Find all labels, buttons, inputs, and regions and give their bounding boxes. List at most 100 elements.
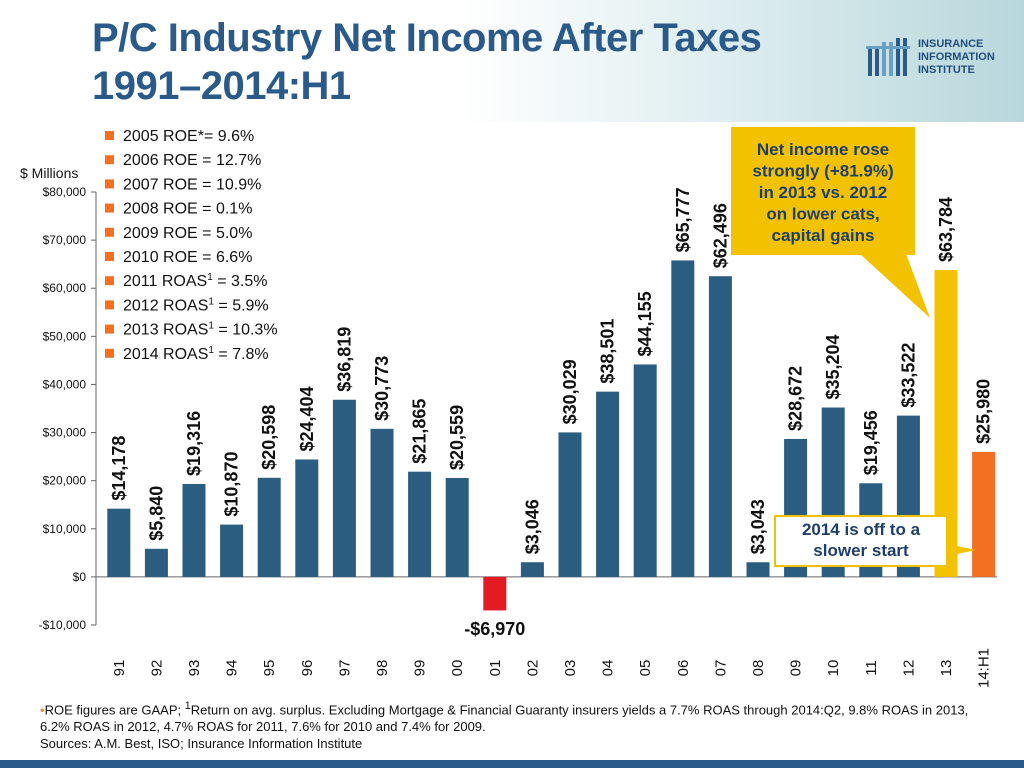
title-line-1: P/C Industry Net Income After Taxes [92, 16, 762, 60]
x-tick-label: 12 [900, 660, 917, 677]
y-tick-label: $70,000 [43, 233, 87, 247]
data-label-93: $19,316 [184, 411, 204, 476]
x-tick-label: 10 [825, 660, 842, 677]
x-tick-label: 99 [412, 660, 429, 677]
x-tick-label: 98 [374, 660, 391, 677]
callout-text-line: capital gains [772, 226, 875, 245]
footnote: •ROE figures are GAAP; 1Return on avg. s… [40, 698, 1000, 735]
data-label-03: $30,029 [560, 359, 580, 424]
bar-97 [332, 399, 356, 577]
title-line-2: 1991–2014:H1 [92, 64, 351, 108]
data-label-12: $33,522 [898, 343, 918, 408]
x-tick-label: 14:H1 [976, 648, 993, 688]
legend-entry: 2005 ROE*= 9.6% [123, 128, 254, 145]
callout-text-line: slower start [813, 541, 909, 560]
bottom-band [0, 760, 1024, 768]
y-tick-label: $0 [73, 570, 87, 584]
x-tick-label: 93 [186, 660, 203, 677]
data-label-02: $3,046 [522, 499, 542, 554]
bar-03 [558, 432, 582, 577]
bar-93 [182, 483, 206, 577]
bar-99 [408, 471, 432, 577]
x-tick-label: 94 [224, 660, 241, 677]
legend-marker [105, 324, 114, 334]
y-tick-label: -$10,000 [39, 618, 87, 632]
y-tick-label: $50,000 [43, 329, 87, 343]
legend-marker [105, 227, 114, 237]
data-label-98: $30,773 [372, 356, 392, 421]
y-axis-title: $ Millions [20, 165, 78, 181]
legend-marker [105, 131, 114, 140]
logo-bars-icon [866, 38, 910, 76]
footnote-bullet: • [40, 702, 45, 718]
data-label-97: $36,819 [334, 327, 354, 392]
data-label-13: $63,784 [936, 197, 956, 262]
bar-13 [934, 270, 958, 577]
x-tick-label: 09 [788, 660, 805, 677]
y-tick-label: $10,000 [43, 522, 87, 536]
net-income-chart: $ Millions $80,000 $70,000 $60,000 $50,000 $4… [20, 127, 997, 688]
legend-entry: 2009 ROE = 5.0% [123, 225, 252, 242]
data-label-00: $20,559 [447, 405, 467, 470]
x-tick-label: 06 [675, 660, 692, 677]
data-label-07: $62,496 [710, 203, 730, 268]
callout-text-line: in 2013 vs. 2012 [759, 183, 888, 202]
callout-text-line: on lower cats, [766, 205, 879, 224]
x-tick-label: 11 [863, 660, 880, 676]
bar-14:H1 [972, 451, 996, 577]
x-tick-label: 01 [487, 660, 504, 677]
data-label-92: $5,840 [146, 486, 166, 541]
x-tick-label: 02 [524, 660, 541, 677]
data-label-95: $20,598 [259, 405, 279, 470]
legend-entry: 2012 ROAS1 = 5.9% [123, 296, 269, 314]
legend-entry: 2007 ROE = 10.9% [123, 176, 261, 193]
bar-95 [257, 477, 281, 577]
x-tick-label: 91 [111, 660, 128, 677]
page-title: P/C Industry Net Income After Taxes 1991… [92, 14, 762, 110]
data-label-14:H1: $25,980 [974, 379, 994, 444]
data-label-96: $24,404 [297, 386, 317, 451]
data-label-01: -$6,970 [464, 619, 525, 639]
x-tick-label: 96 [299, 660, 316, 677]
bar-06 [671, 260, 695, 577]
sources-note: Sources: A.M. Best, ISO; Insurance Infor… [40, 736, 363, 751]
callout-text-line: 2014 is off to a [802, 520, 921, 539]
callout-pointer [860, 254, 930, 318]
data-label-10: $35,204 [823, 334, 843, 399]
y-tick-label: $20,000 [43, 474, 87, 488]
footnote-part2: Return on avg. surplus. Excluding Mortga… [40, 702, 969, 735]
legend-marker [105, 252, 114, 261]
callout-box-2014 [774, 515, 948, 567]
legend-entry: 2008 ROE = 0.1% [123, 201, 252, 218]
data-label-91: $14,178 [109, 436, 129, 501]
data-label-05: $44,155 [635, 291, 655, 356]
data-label-09: $28,672 [786, 366, 806, 431]
data-label-11: $19,456 [861, 410, 881, 475]
callout-arrow [948, 544, 976, 556]
x-tick-label: 08 [750, 660, 767, 677]
x-tick-label: 00 [449, 660, 466, 677]
footnote-sup: 1 [184, 700, 191, 712]
data-label-99: $21,865 [410, 399, 430, 464]
y-tick-label: $40,000 [43, 377, 87, 391]
legend-marker [105, 203, 114, 213]
legend-entry: 2011 ROAS1 = 3.5% [123, 272, 267, 290]
legend-entry: 2014 ROAS1 = 7.8% [123, 345, 269, 363]
x-tick-label: 07 [712, 660, 729, 677]
logo-line-2: INFORMATION [918, 51, 995, 63]
bar-08 [746, 562, 770, 577]
legend-marker [105, 276, 114, 286]
data-label-08: $3,043 [748, 499, 768, 554]
bar-04 [596, 391, 620, 577]
bar-02 [520, 562, 544, 577]
logo-line-3: INSTITUTE [918, 64, 975, 76]
bar-01 [483, 576, 507, 611]
bar-96 [295, 459, 319, 577]
footnote-part1: ROE figures are GAAP; [44, 702, 185, 718]
header-band [0, 0, 1024, 122]
legend-marker [105, 300, 114, 310]
logo-line-1: INSURANCE [918, 38, 984, 50]
data-label-06: $65,777 [673, 187, 693, 252]
callout-text-line: strongly (+81.9%) [752, 162, 893, 181]
x-tick-label: 13 [938, 660, 955, 677]
